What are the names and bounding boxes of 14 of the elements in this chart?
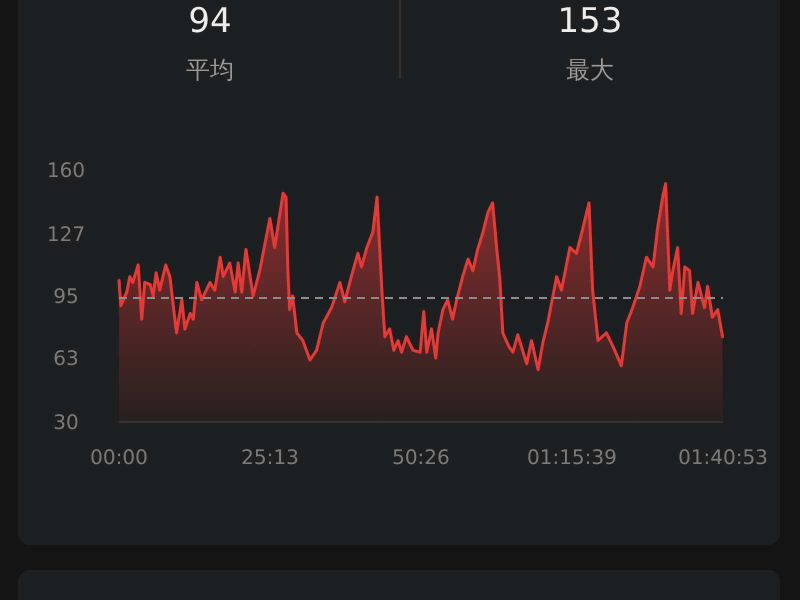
- x-tick-label: 25:13: [241, 445, 299, 469]
- text: 最大: [566, 56, 614, 84]
- y-tick-label: 127: [46, 222, 86, 246]
- x-tick-label: 01:15:39: [527, 445, 617, 469]
- text: 94: [188, 1, 232, 41]
- x-tick-label: 01:40:53: [678, 445, 768, 469]
- y-tick-label: 63: [53, 346, 79, 370]
- x-tick-label: 00:00: [90, 445, 148, 469]
- text: 153: [558, 1, 622, 41]
- x-tick-label: 50:26: [392, 445, 450, 469]
- y-tick-label: 95: [53, 284, 79, 308]
- y-tick-label: 30: [53, 410, 79, 434]
- text: 平均: [186, 56, 234, 84]
- y-tick-label: 160: [46, 158, 86, 182]
